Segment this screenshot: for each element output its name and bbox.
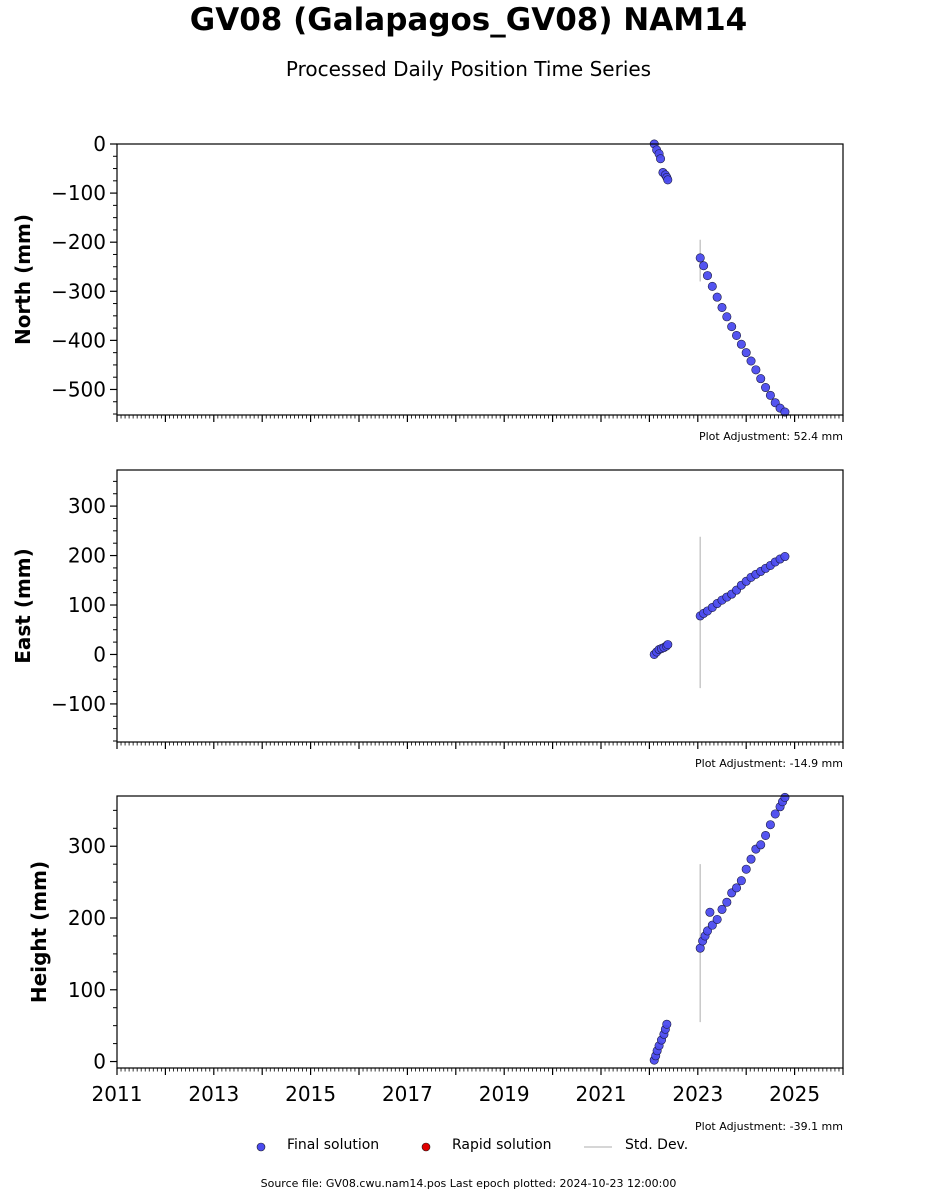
legend-final-label: Final solution (287, 1137, 380, 1153)
data-point (717, 302, 727, 312)
data-point (765, 390, 775, 400)
data-point (707, 920, 717, 930)
data-point (751, 365, 761, 375)
data-point (702, 271, 712, 281)
data-point (663, 640, 673, 650)
source-footer: Source file: GV08.cwu.nam14.pos Last epo… (260, 1177, 677, 1190)
data-point (746, 356, 756, 366)
data-point (656, 154, 666, 164)
y-tick-label: −500 (51, 377, 106, 401)
plot-adjustment-label: Plot Adjustment: 52.4 mm (699, 430, 843, 443)
data-point (736, 339, 746, 349)
y-tick-label: 100 (68, 593, 106, 617)
x-tick-label: 2025 (769, 1082, 820, 1106)
data-point (712, 292, 722, 302)
y-tick-label: −100 (51, 181, 106, 205)
data-point (741, 864, 751, 874)
data-point (695, 253, 705, 263)
y-tick-label: 100 (68, 978, 106, 1002)
data-point (746, 854, 756, 864)
data-point (712, 914, 722, 924)
y-axis-label: East (mm) (11, 548, 35, 664)
y-tick-label: 0 (93, 1050, 106, 1074)
data-point (756, 840, 766, 850)
data-point (705, 907, 715, 917)
plot-adjustment-label: Plot Adjustment: -39.1 mm (695, 1120, 843, 1133)
data-point (702, 926, 712, 936)
legend-rapid-label: Rapid solution (452, 1137, 552, 1153)
x-tick-label: 2011 (92, 1082, 143, 1106)
x-tick-label: 2023 (672, 1082, 723, 1106)
panel-north: 0 −100 −200 −300 −400 −500 North (mm) Plot Adju… (11, 132, 844, 443)
panel-east: 300 200 100 0 −100 East (mm) Plot Adjustment: … (11, 469, 844, 770)
y-axis-label: Height (mm) (27, 861, 51, 1003)
y-tick-label: 200 (68, 906, 106, 930)
y-tick-label: 300 (68, 494, 106, 518)
data-point (699, 261, 709, 271)
data-point (741, 348, 751, 358)
x-tick-label: 2021 (576, 1082, 627, 1106)
y-tick-label: −200 (51, 230, 106, 254)
y-tick-label: 0 (93, 132, 106, 156)
panel-height: 300 200 100 0 2011 2013 2015 2017 2019 2021 2023 20… (27, 792, 844, 1133)
data-point (707, 281, 717, 291)
data-point (663, 175, 673, 185)
data-point (732, 330, 742, 340)
data-point (727, 322, 737, 332)
y-tick-label: 0 (93, 642, 106, 666)
panel-frame (116, 469, 844, 743)
data-point (756, 374, 766, 384)
panel-frame (116, 143, 844, 416)
data-point (722, 312, 732, 322)
data-point (717, 904, 727, 914)
y-tick-label: −300 (51, 279, 106, 303)
data-point (765, 820, 775, 830)
data-point (732, 883, 742, 893)
x-tick-label: 2015 (285, 1082, 336, 1106)
x-tick-label: 2019 (479, 1082, 530, 1106)
data-point (780, 407, 790, 417)
plot-adjustment-label: Plot Adjustment: -14.9 mm (695, 757, 843, 770)
legend-std-label: Std. Dev. (625, 1137, 689, 1153)
page-title: GV08 (Galapagos_GV08) NAM14 (189, 2, 748, 38)
data-point (780, 792, 790, 802)
data-point (722, 897, 732, 907)
data-point (662, 1019, 672, 1029)
x-tick-label: 2013 (188, 1082, 239, 1106)
data-point (780, 552, 790, 562)
data-point (770, 809, 780, 819)
chart-panels: 0 −100 −200 −300 −400 −500 North (mm) Plot Adju… (11, 132, 844, 1133)
page-subtitle: Processed Daily Position Time Series (285, 57, 652, 81)
data-point (761, 383, 771, 393)
y-tick-label: −100 (51, 692, 106, 716)
x-tick-label: 2017 (382, 1082, 433, 1106)
y-tick-label: 200 (68, 544, 106, 568)
panel-frame (116, 795, 844, 1069)
y-tick-label: 300 (68, 834, 106, 858)
legend-final-marker (256, 1142, 266, 1152)
y-tick-label: −400 (51, 328, 106, 352)
legend-rapid-marker (421, 1142, 431, 1152)
data-point (736, 876, 746, 886)
data-point (761, 830, 771, 840)
y-axis-label: North (mm) (11, 214, 35, 345)
